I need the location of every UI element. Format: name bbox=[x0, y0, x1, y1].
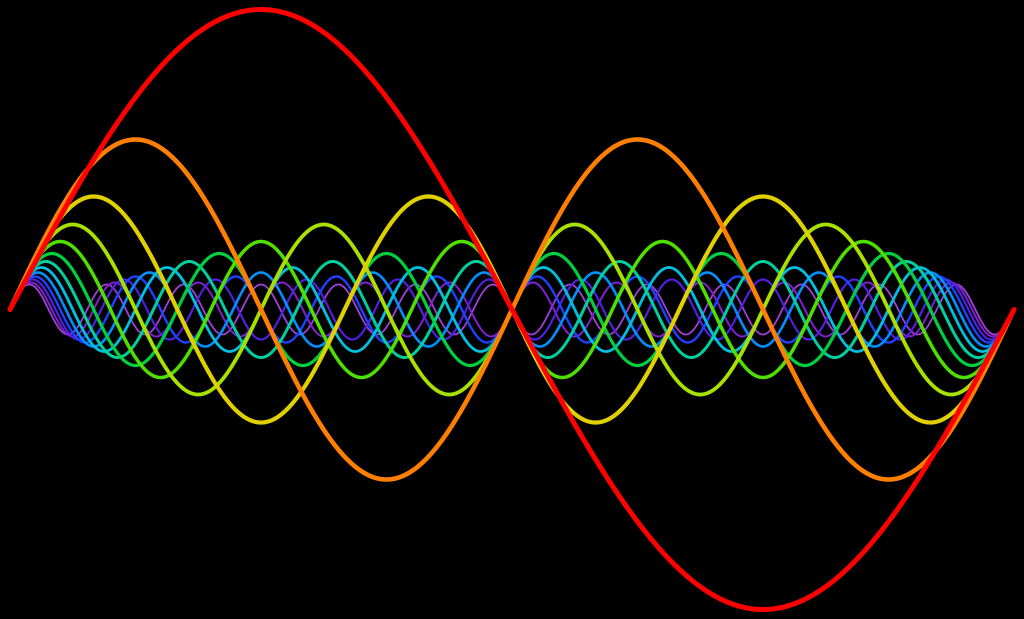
harmonic-waves-chart bbox=[0, 0, 1024, 619]
